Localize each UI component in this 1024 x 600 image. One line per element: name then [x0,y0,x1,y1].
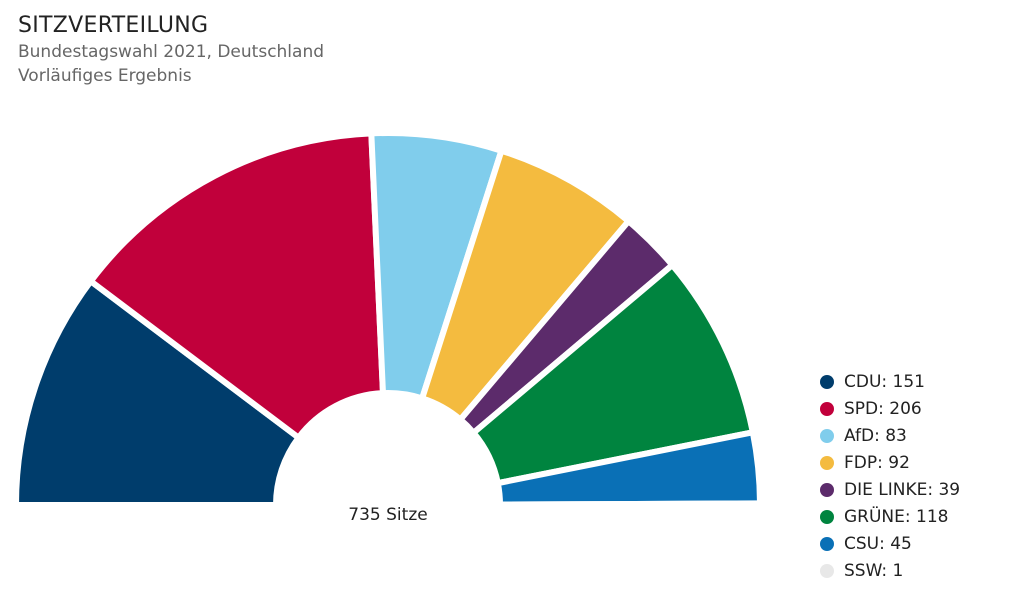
chart-subtitle-2: Vorläufiges Ergebnis [18,66,192,86]
legend-label: CSU: 45 [844,533,912,554]
legend-label: AfD: 83 [844,425,907,446]
legend-dot-icon [820,509,834,524]
legend-label: CDU: 151 [844,371,925,392]
legend-dot-icon [820,482,834,497]
chart-slices [13,130,764,508]
legend-item-fdp: FDP: 92 [820,449,960,476]
legend-item-csu: CSU: 45 [820,530,960,557]
chart-header: SITZVERTEILUNG Bundestagswahl 2021, Deut… [18,12,324,88]
slice-fdp [419,147,632,423]
legend-item-cdu: CDU: 151 [820,368,960,395]
legend-dot-icon [820,428,834,443]
slice-gruene [470,262,756,487]
chart-title: SITZVERTEILUNG [18,13,209,38]
chart-legend: CDU: 151 SPD: 206 AfD: 83 FDP: 92 DIE LINKE:… [820,368,960,584]
legend-label: FDP: 92 [844,452,910,473]
legend-dot-icon [820,374,834,389]
chart-subtitle: Bundestagswahl 2021, Deutschland [18,42,325,62]
legend-label: SPD: 206 [844,398,922,419]
legend-dot-icon [820,455,834,470]
legend-label: GRÜNE: 118 [844,506,949,527]
legend-dot-icon [820,563,834,578]
legend-item-afd: AfD: 83 [820,422,960,449]
slice-cdu [13,278,302,508]
legend-label: SSW: 1 [844,560,904,581]
legend-item-spd: SPD: 206 [820,395,960,422]
legend-label: DIE LINKE: 39 [844,479,961,500]
slice-ssw [496,500,764,508]
legend-dot-icon [820,536,834,551]
legend-dot-icon [820,401,834,416]
legend-item-gruene: GRÜNE: 118 [820,503,960,530]
legend-item-ssw: SSW: 1 [820,557,960,584]
total-seats-label: 735 Sitze [348,505,427,525]
slice-spd [87,130,386,441]
legend-item-die-linke: DIE LINKE: 39 [820,476,960,503]
